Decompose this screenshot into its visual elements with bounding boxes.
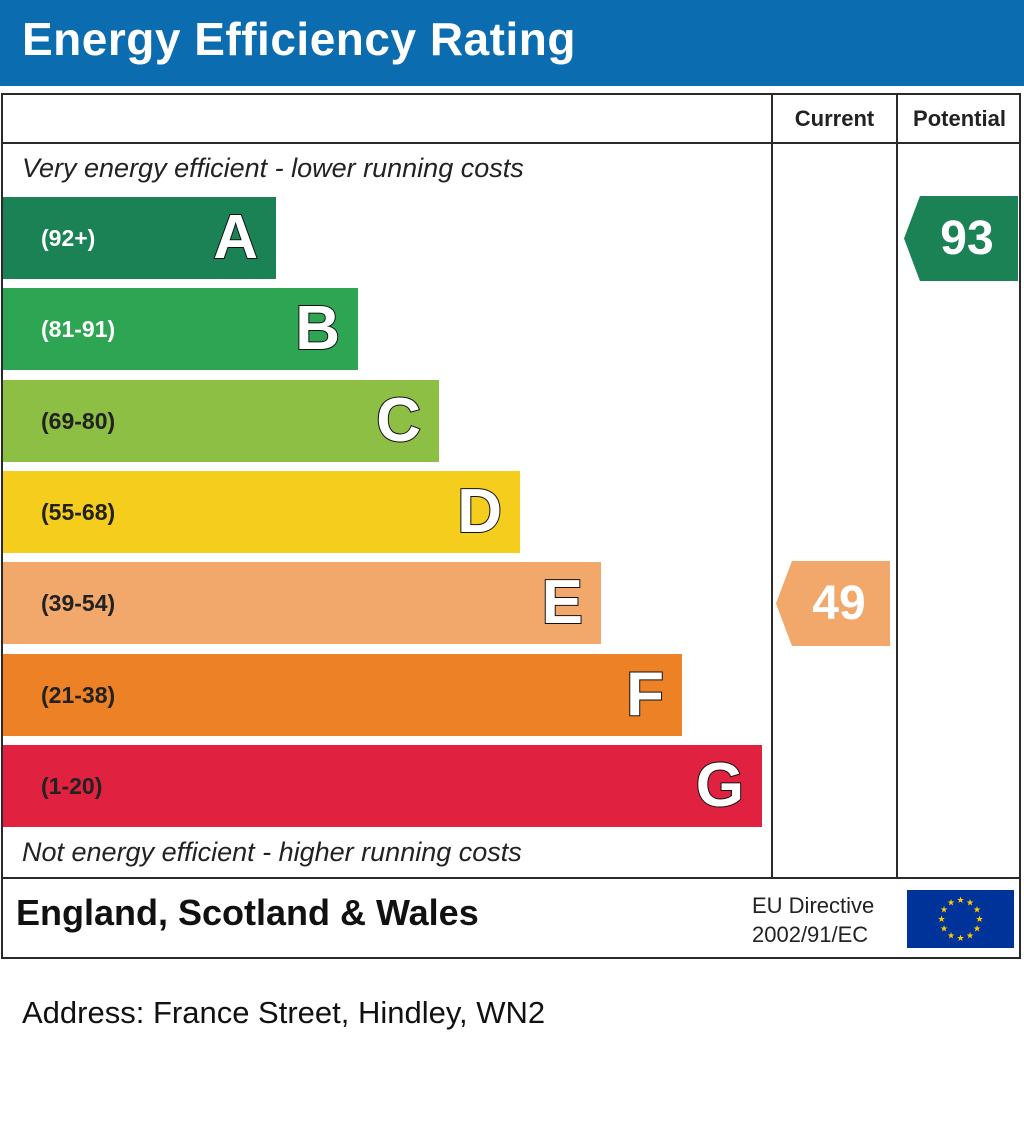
- band-b: (81-91) B: [3, 288, 358, 370]
- band-letter-a: A: [212, 202, 259, 273]
- eu-star-icon: ★: [956, 895, 964, 905]
- potential-rating-value: 93: [940, 212, 994, 265]
- eu-star-icon: ★: [940, 924, 948, 934]
- current-rating-arrow: 49: [776, 561, 890, 646]
- directive-line-2: 2002/91/EC: [752, 922, 869, 947]
- rating-table: [1, 93, 1021, 959]
- band-range-e: (39-54): [41, 590, 116, 616]
- eu-star-icon: ★: [947, 931, 955, 941]
- band-g: (1-20) G: [3, 745, 762, 827]
- eu-star-icon: ★: [975, 914, 983, 924]
- eu-star-icon: ★: [973, 924, 981, 934]
- band-a: (92+) A: [3, 197, 276, 279]
- eu-star-icon: ★: [966, 898, 974, 908]
- header-row-divider: [1, 142, 1021, 144]
- eu-star-icon: ★: [937, 914, 945, 924]
- eu-flag-icon: ★ ★ ★ ★ ★ ★ ★ ★ ★ ★ ★ ★: [907, 890, 1014, 948]
- band-letter-d: D: [456, 476, 503, 547]
- band-range-b: (81-91): [41, 316, 116, 342]
- band-range-g: (1-20): [41, 773, 103, 799]
- eu-star-icon: ★: [947, 898, 955, 908]
- footer-row-divider: [1, 877, 1021, 879]
- address: Address: France Street, Hindley, WN2: [22, 995, 546, 1030]
- band-letter-g: G: [695, 750, 745, 821]
- column-header-potential: Potential: [913, 106, 1006, 131]
- header-bar: Energy Efficiency Rating: [0, 0, 1024, 86]
- directive-line-1: EU Directive: [752, 893, 875, 918]
- column-header-current: Current: [794, 106, 875, 131]
- region-label: England, Scotland & Wales: [16, 892, 479, 933]
- band-range-d: (55-68): [41, 499, 116, 525]
- band-letter-e: E: [541, 567, 584, 638]
- band-c: (69-80) C: [3, 380, 439, 462]
- eu-star-icon: ★: [940, 905, 948, 915]
- column-divider-potential: [896, 93, 898, 878]
- band-f: (21-38) F: [3, 654, 682, 736]
- potential-rating-arrow: 93: [904, 196, 1018, 281]
- caption-bottom: Not energy efficient - higher running co…: [22, 837, 522, 867]
- eu-star-icon: ★: [956, 933, 964, 943]
- band-range-a: (92+): [41, 225, 96, 251]
- band-letter-c: C: [375, 385, 422, 456]
- band-e: (39-54) E: [3, 562, 601, 644]
- page-title: Energy Efficiency Rating: [22, 13, 576, 65]
- eu-star-icon: ★: [966, 931, 974, 941]
- band-range-f: (21-38): [41, 682, 116, 708]
- column-divider-current: [771, 93, 773, 878]
- eu-star-icon: ★: [973, 905, 981, 915]
- band-letter-b: B: [294, 293, 341, 364]
- caption-top: Very energy efficient - lower running co…: [22, 153, 524, 183]
- current-rating-value: 49: [812, 577, 866, 630]
- band-range-c: (69-80): [41, 408, 116, 434]
- band-d: (55-68) D: [3, 471, 520, 553]
- band-letter-f: F: [625, 659, 665, 730]
